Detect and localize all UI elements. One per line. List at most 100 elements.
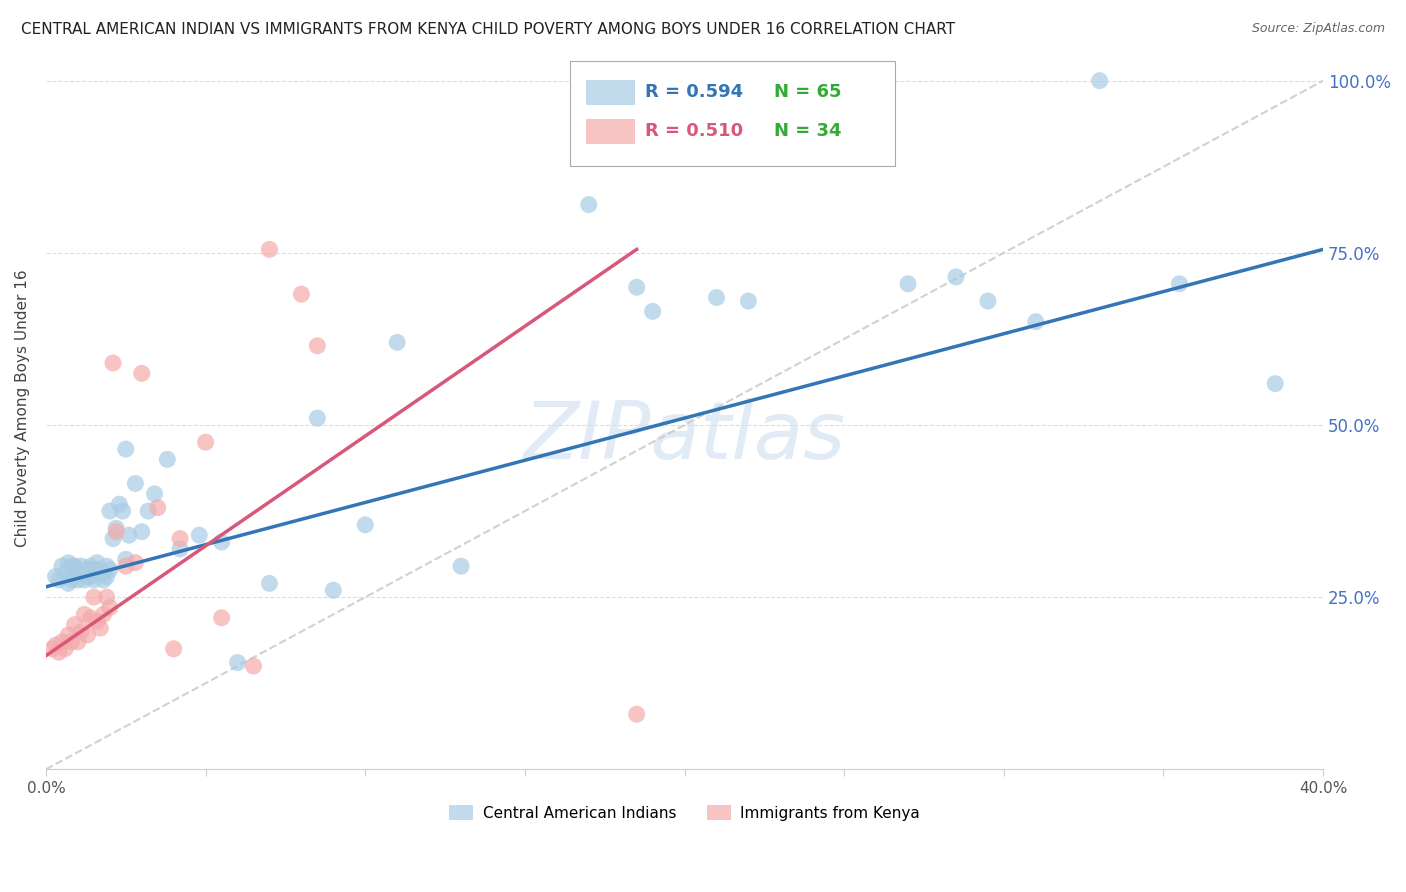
Point <box>60 635 83 649</box>
Point <box>76 628 98 642</box>
Point <box>53 566 76 580</box>
Point <box>194 435 217 450</box>
Point <box>93 607 115 622</box>
Legend: Central American Indians, Immigrants from Kenya: Central American Indians, Immigrants fro… <box>443 799 927 827</box>
Point <box>58 628 80 642</box>
FancyBboxPatch shape <box>586 80 634 104</box>
Point <box>322 583 344 598</box>
Point <box>136 504 159 518</box>
Text: N = 65: N = 65 <box>773 83 841 101</box>
Text: R = 0.594: R = 0.594 <box>645 83 744 101</box>
Point <box>156 452 179 467</box>
Point <box>83 563 105 577</box>
Text: CENTRAL AMERICAN INDIAN VS IMMIGRANTS FROM KENYA CHILD POVERTY AMONG BOYS UNDER : CENTRAL AMERICAN INDIAN VS IMMIGRANTS FR… <box>21 22 955 37</box>
Point <box>45 638 67 652</box>
Point <box>124 556 146 570</box>
Point <box>83 573 105 587</box>
Point <box>307 339 329 353</box>
Point <box>626 707 648 722</box>
Point <box>73 607 96 622</box>
Point <box>706 291 728 305</box>
Point <box>737 293 759 308</box>
Point <box>105 521 128 535</box>
FancyBboxPatch shape <box>586 120 634 144</box>
Point <box>124 476 146 491</box>
Point <box>945 269 967 284</box>
Point <box>79 569 101 583</box>
Point <box>385 335 408 350</box>
Point <box>290 287 312 301</box>
Point <box>51 559 73 574</box>
Point <box>242 659 264 673</box>
Point <box>143 487 166 501</box>
Point <box>89 566 111 580</box>
Point <box>211 535 233 549</box>
Point <box>96 559 118 574</box>
Point <box>163 641 186 656</box>
Point <box>70 559 93 574</box>
Point <box>169 541 191 556</box>
Point <box>70 624 93 639</box>
Point <box>86 556 108 570</box>
Point <box>86 614 108 628</box>
Point <box>131 524 153 539</box>
Point <box>41 641 63 656</box>
Point <box>188 528 211 542</box>
Point <box>131 367 153 381</box>
Point <box>60 559 83 574</box>
Point <box>169 532 191 546</box>
Text: N = 34: N = 34 <box>773 122 841 140</box>
Point <box>58 576 80 591</box>
Point <box>96 569 118 583</box>
Point <box>86 563 108 577</box>
Point <box>1264 376 1286 391</box>
Point <box>53 641 76 656</box>
Point <box>98 600 121 615</box>
Point <box>1088 73 1111 87</box>
Point <box>307 411 329 425</box>
Point <box>73 566 96 580</box>
Point <box>641 304 664 318</box>
Point <box>114 442 136 456</box>
Point <box>66 573 89 587</box>
Point <box>93 573 115 587</box>
Point <box>259 576 281 591</box>
FancyBboxPatch shape <box>569 61 896 166</box>
Point <box>98 504 121 518</box>
Point <box>93 566 115 580</box>
Point <box>1168 277 1191 291</box>
Text: Source: ZipAtlas.com: Source: ZipAtlas.com <box>1251 22 1385 36</box>
Point <box>63 617 86 632</box>
Point <box>58 556 80 570</box>
Point <box>226 656 249 670</box>
Point <box>98 563 121 577</box>
Point <box>48 573 70 587</box>
Point <box>79 611 101 625</box>
Point <box>63 566 86 580</box>
Point <box>450 559 472 574</box>
Point <box>259 243 281 257</box>
Y-axis label: Child Poverty Among Boys Under 16: Child Poverty Among Boys Under 16 <box>15 269 30 547</box>
Point <box>76 563 98 577</box>
Point <box>354 517 377 532</box>
Point <box>45 569 67 583</box>
Point <box>101 356 124 370</box>
Point <box>114 559 136 574</box>
Point <box>626 280 648 294</box>
Point <box>977 293 1000 308</box>
Point <box>114 552 136 566</box>
Point <box>83 590 105 604</box>
Point <box>51 635 73 649</box>
Point <box>578 197 600 211</box>
Point <box>60 573 83 587</box>
Text: ZIPatlas: ZIPatlas <box>523 398 845 475</box>
Point <box>48 645 70 659</box>
Point <box>897 277 920 291</box>
Point <box>101 532 124 546</box>
Point <box>96 590 118 604</box>
Point <box>70 566 93 580</box>
Point <box>146 500 169 515</box>
Point <box>108 497 131 511</box>
Point <box>111 504 134 518</box>
Point <box>66 635 89 649</box>
